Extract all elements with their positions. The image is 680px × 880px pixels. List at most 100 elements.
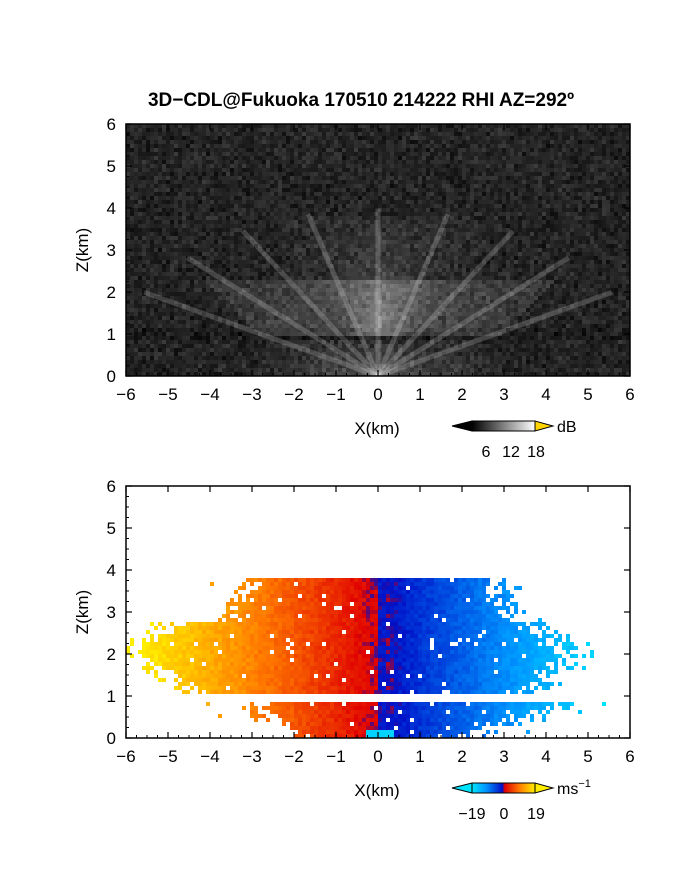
intensity-cell: [314, 224, 318, 228]
intensity-cell: [262, 236, 266, 240]
intensity-cell: [382, 236, 386, 240]
intensity-cell: [134, 140, 138, 144]
intensity-cell: [170, 276, 174, 280]
intensity-cell: [142, 188, 146, 192]
intensity-cell: [490, 264, 494, 268]
intensity-cell: [146, 152, 150, 156]
intensity-cell: [430, 204, 434, 208]
intensity-cell: [422, 152, 426, 156]
intensity-cell: [474, 268, 478, 272]
intensity-cell: [602, 168, 606, 172]
intensity-cell: [506, 172, 510, 176]
intensity-cell: [446, 212, 450, 216]
intensity-cell: [182, 252, 186, 256]
intensity-cell: [510, 140, 514, 144]
intensity-cell: [338, 240, 342, 244]
intensity-cell: [162, 164, 166, 168]
intensity-cell: [274, 208, 278, 212]
intensity-cell: [410, 248, 414, 252]
intensity-cell: [450, 276, 454, 280]
intensity-cell: [618, 272, 622, 276]
intensity-cell: [422, 192, 426, 196]
intensity-cell: [370, 168, 374, 172]
intensity-cell: [238, 232, 242, 236]
intensity-cell: [614, 180, 618, 184]
intensity-cell: [218, 252, 222, 256]
intensity-cell: [402, 204, 406, 208]
intensity-cell: [430, 196, 434, 200]
intensity-cell: [194, 256, 198, 260]
intensity-cell: [490, 260, 494, 264]
intensity-cell: [150, 128, 154, 132]
intensity-cell: [162, 244, 166, 248]
intensity-cell: [622, 128, 626, 132]
intensity-cell: [402, 236, 406, 240]
intensity-cell: [226, 212, 230, 216]
intensity-cell: [586, 180, 590, 184]
intensity-cell: [174, 228, 178, 232]
intensity-cell: [262, 260, 266, 264]
intensity-cell: [174, 168, 178, 172]
intensity-cell: [234, 264, 238, 268]
intensity-cell: [522, 220, 526, 224]
intensity-cell: [322, 252, 326, 256]
intensity-cell: [350, 132, 354, 136]
intensity-cell: [218, 224, 222, 228]
intensity-cell: [614, 124, 618, 128]
intensity-cell: [354, 240, 358, 244]
intensity-cell: [394, 176, 398, 180]
intensity-cell: [142, 192, 146, 196]
intensity-cell: [214, 128, 218, 132]
intensity-cell: [494, 192, 498, 196]
intensity-cell: [590, 164, 594, 168]
intensity-cell: [622, 240, 626, 244]
intensity-cell: [222, 216, 226, 220]
intensity-cell: [418, 148, 422, 152]
intensity-cell: [494, 204, 498, 208]
intensity-cell: [394, 248, 398, 252]
intensity-cell: [546, 192, 550, 196]
intensity-cell: [398, 160, 402, 164]
intensity-cell: [314, 164, 318, 168]
intensity-cell: [458, 180, 462, 184]
intensity-cell: [410, 220, 414, 224]
intensity-cell: [234, 136, 238, 140]
intensity-cell: [366, 228, 370, 232]
intensity-cell: [150, 256, 154, 260]
intensity-cell: [542, 180, 546, 184]
intensity-cell: [290, 144, 294, 148]
intensity-cell: [570, 268, 574, 272]
intensity-cell: [434, 192, 438, 196]
intensity-cell: [190, 236, 194, 240]
intensity-cell: [378, 148, 382, 152]
intensity-cell: [266, 148, 270, 152]
intensity-cell: [386, 208, 390, 212]
intensity-cell: [306, 172, 310, 176]
intensity-cell: [398, 164, 402, 168]
intensity-cell: [426, 264, 430, 268]
intensity-cell: [318, 276, 322, 280]
intensity-cell: [486, 252, 490, 256]
intensity-cell: [486, 196, 490, 200]
intensity-cell: [294, 164, 298, 168]
intensity-cell: [434, 196, 438, 200]
intensity-cell: [266, 280, 270, 284]
intensity-cell: [606, 220, 610, 224]
intensity-cell: [354, 176, 358, 180]
intensity-cell: [342, 196, 346, 200]
intensity-cell: [154, 224, 158, 228]
intensity-cell: [150, 156, 154, 160]
intensity-cell: [386, 244, 390, 248]
intensity-cell: [358, 276, 362, 280]
intensity-cell: [610, 260, 614, 264]
intensity-cell: [346, 200, 350, 204]
intensity-cell: [498, 240, 502, 244]
intensity-cell: [286, 124, 290, 128]
intensity-cell: [426, 244, 430, 248]
intensity-cell: [578, 136, 582, 140]
intensity-cell: [394, 264, 398, 268]
intensity-cell: [582, 132, 586, 136]
intensity-cell: [170, 180, 174, 184]
intensity-cell: [506, 232, 510, 236]
intensity-cell: [486, 248, 490, 252]
